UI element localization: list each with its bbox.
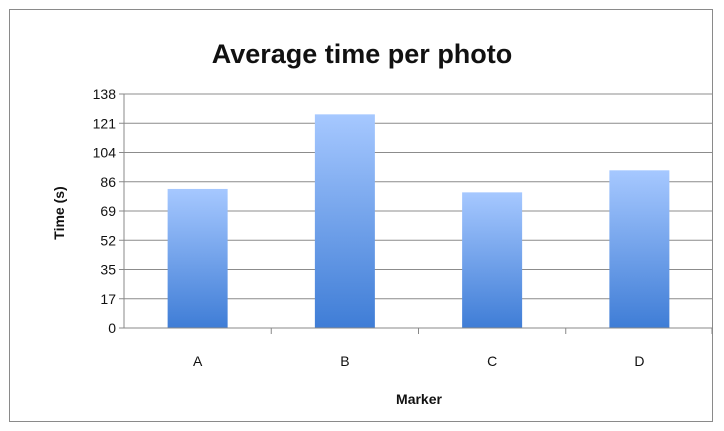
y-tick-label: 138	[93, 86, 117, 102]
x-tick-label: A	[193, 353, 203, 369]
bar-b	[314, 114, 375, 328]
chart-title: Average time per photo	[211, 39, 513, 69]
y-tick-label: 52	[100, 232, 116, 248]
y-tick-labels: 0 17 35 52 69 86 104 121 138	[93, 86, 117, 336]
y-tick-label: 121	[93, 115, 117, 131]
y-tick-label: 104	[93, 145, 117, 161]
y-tick-label: 0	[108, 320, 116, 336]
x-tick-label: D	[634, 353, 644, 369]
x-tick-label: B	[340, 353, 349, 369]
bar-d	[609, 170, 670, 328]
bars	[167, 114, 670, 328]
x-axis-title: Marker	[396, 391, 442, 407]
bar-a	[167, 188, 228, 328]
x-tick-labels: A B C D	[193, 353, 644, 369]
x-tick-label: C	[487, 353, 497, 369]
y-tick-label: 17	[100, 291, 116, 307]
y-tick-label: 86	[100, 174, 116, 190]
y-tick-label: 69	[100, 203, 116, 219]
axes	[123, 94, 713, 334]
bar-c	[462, 192, 523, 328]
y-axis-title: Time (s)	[51, 186, 67, 239]
y-tick-label: 35	[100, 262, 116, 278]
